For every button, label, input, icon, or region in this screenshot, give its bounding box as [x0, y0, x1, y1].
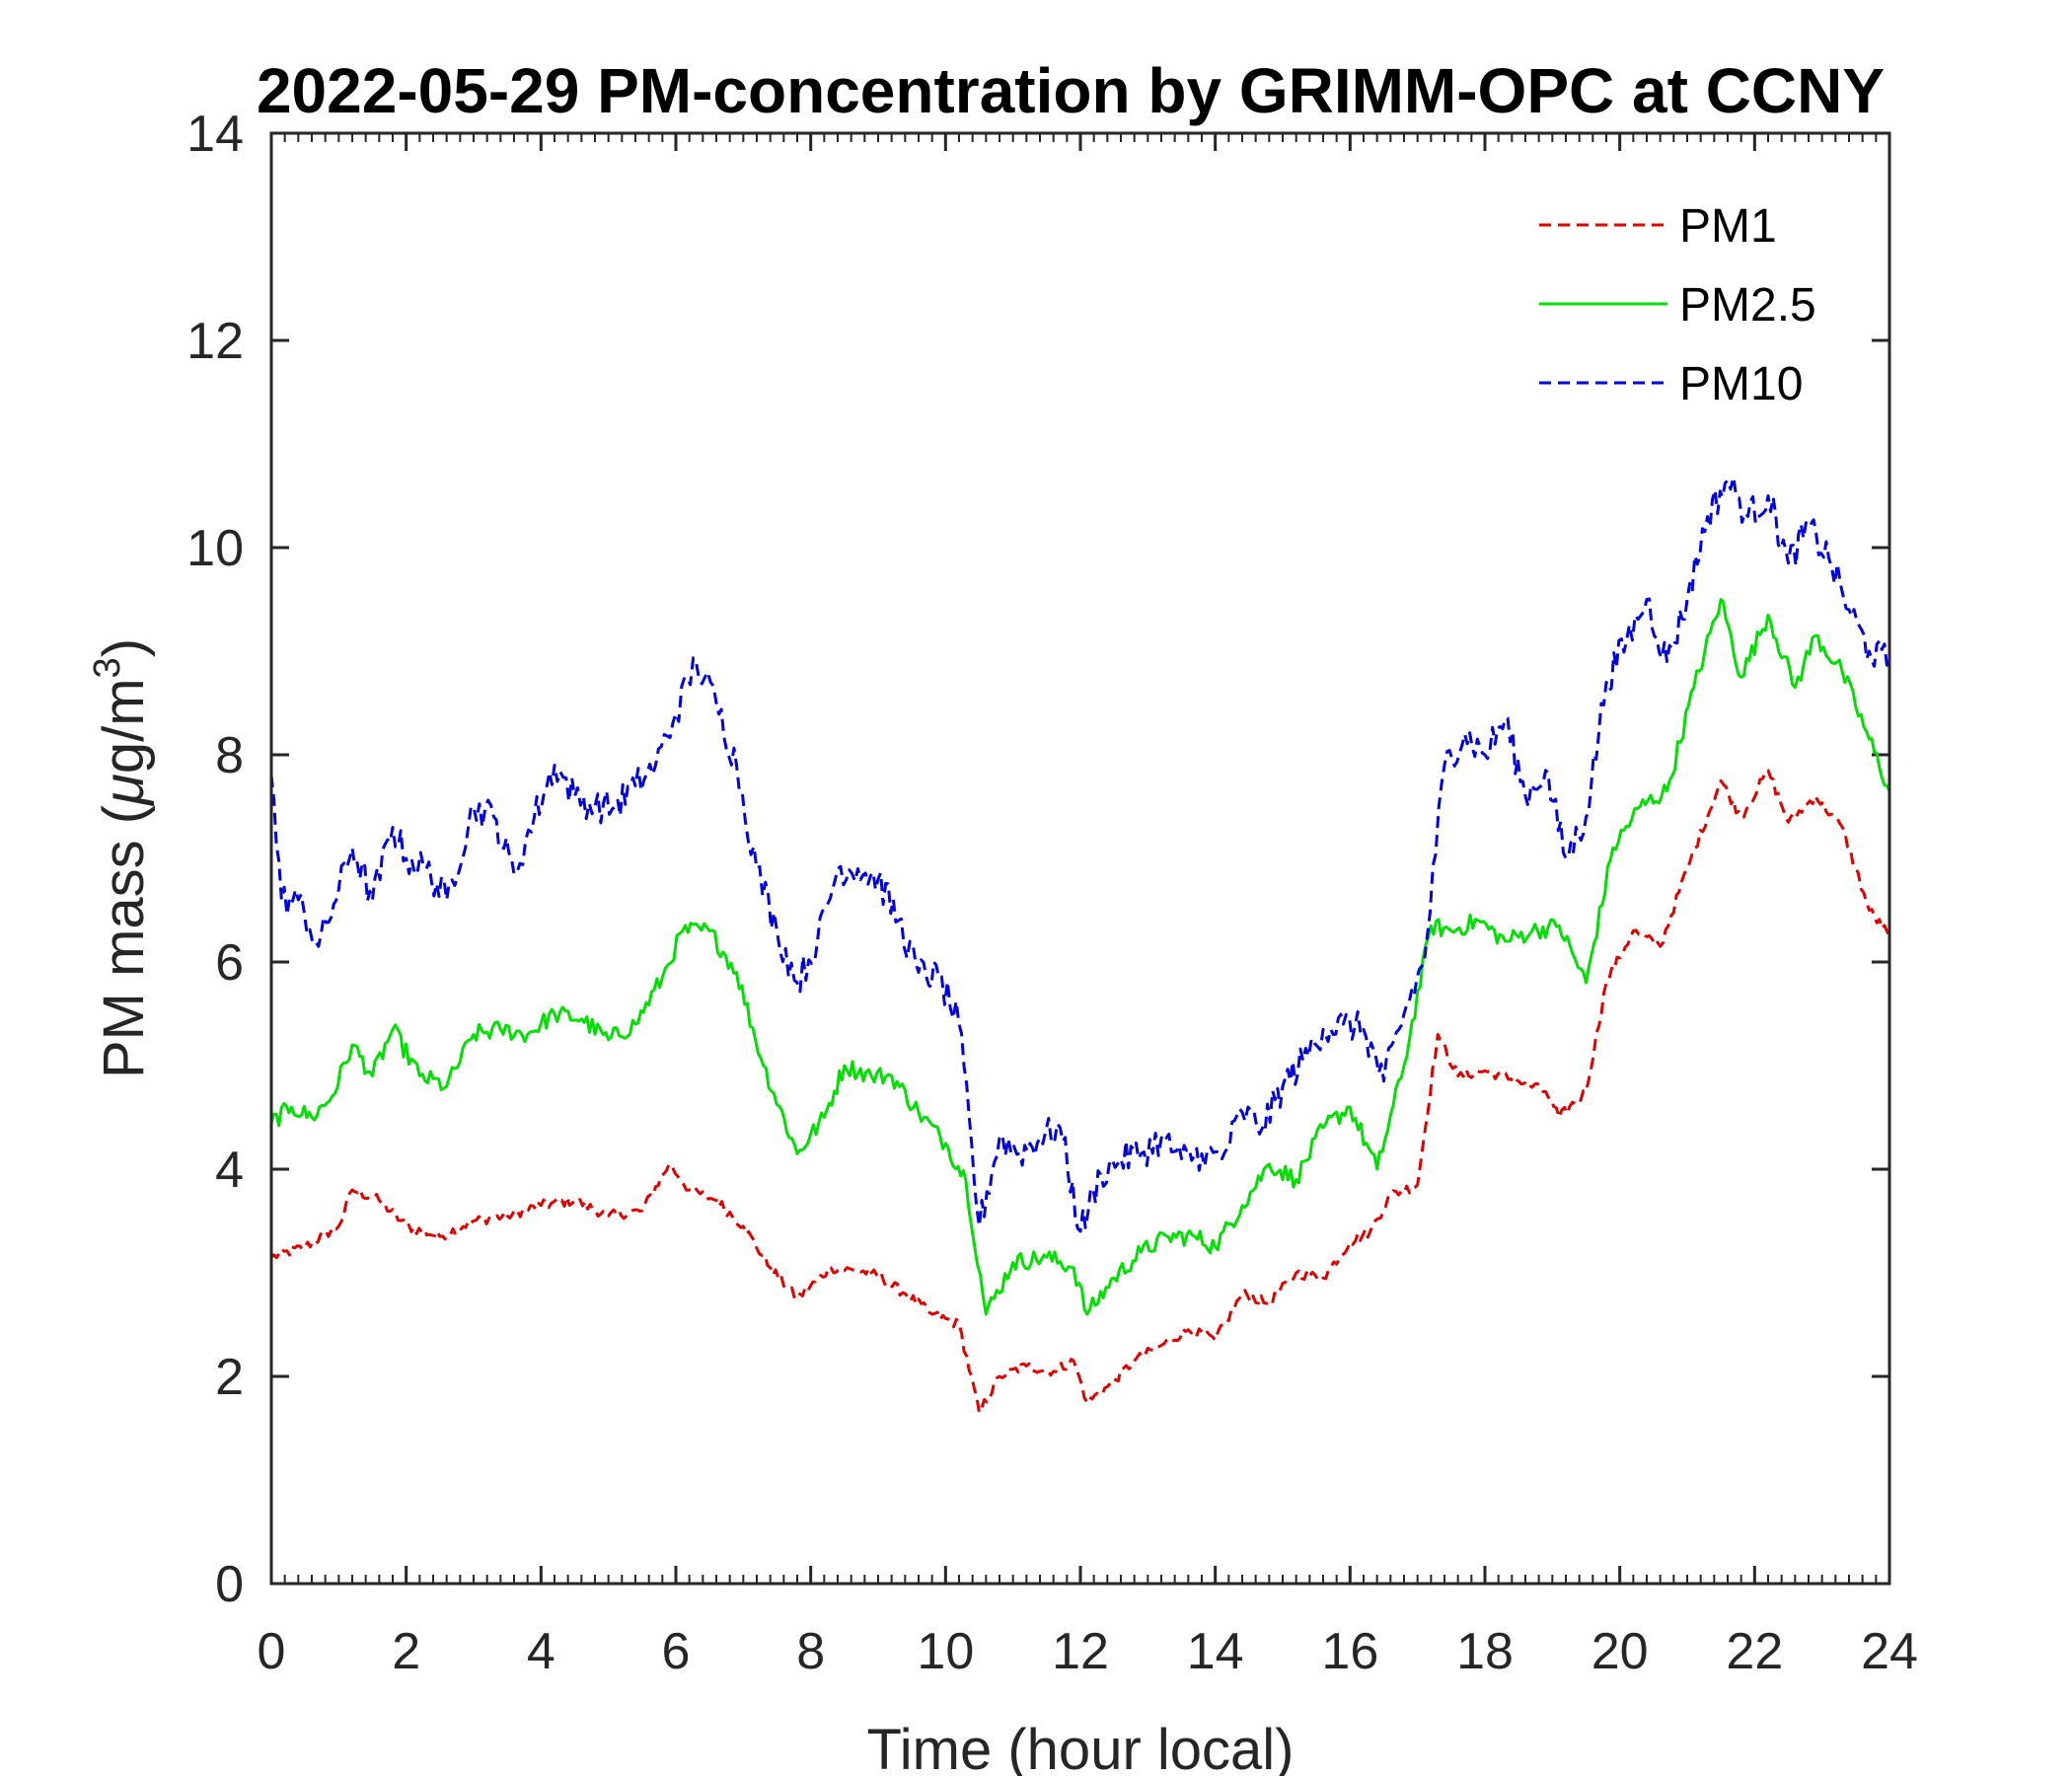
y-tick-label: 2 — [215, 1349, 244, 1406]
y-axis-label-superscript: 3 — [87, 657, 128, 678]
legend-label-pm2-5: PM2.5 — [1679, 279, 1816, 332]
x-tick-label: 6 — [662, 1623, 691, 1680]
x-tick-label: 4 — [527, 1623, 555, 1680]
x-tick-label: 12 — [1052, 1623, 1109, 1680]
y-tick-label: 0 — [215, 1556, 244, 1613]
legend: PM1 PM2.5 PM10 — [1539, 200, 1816, 410]
y-axis-label-unit: g/m — [92, 678, 156, 774]
x-tick-label: 18 — [1456, 1623, 1514, 1680]
x-tick-label: 24 — [1861, 1623, 1918, 1680]
x-tick-label: 22 — [1726, 1623, 1783, 1680]
y-tick-label: 8 — [215, 727, 244, 784]
x-tick-label: 2 — [392, 1623, 420, 1680]
y-tick-label: 10 — [186, 520, 244, 577]
series-line-pm2-5 — [269, 598, 1891, 1316]
y-axis-label-suffix: ) — [92, 638, 156, 657]
y-axis-label-mu: μ — [92, 774, 156, 807]
y-tick-label: 12 — [186, 313, 244, 370]
series-layer — [269, 476, 1891, 1415]
x-tick-label: 10 — [917, 1623, 974, 1680]
y-axis-label-prefix: PM mass ( — [92, 805, 156, 1078]
x-tick-label: 16 — [1321, 1623, 1378, 1680]
plot-background — [271, 133, 1889, 1584]
chart-title: 2022-05-29 PM-concentration by GRIMM-OPC… — [257, 55, 1885, 126]
x-tick-label: 8 — [796, 1623, 825, 1680]
y-tick-label: 4 — [215, 1142, 244, 1199]
x-tick-label: 14 — [1187, 1623, 1244, 1680]
y-tick-label: 6 — [215, 934, 244, 992]
y-axis-label: PM mass (μg/m3) — [87, 638, 156, 1078]
series-line-pm1 — [269, 769, 1891, 1415]
y-tick-labels: 0 2 4 6 8 10 12 14 — [186, 106, 244, 1613]
x-axis-label: Time (hour local) — [867, 1718, 1295, 1776]
series-line-pm10 — [269, 476, 1891, 1233]
y-tick-label: 14 — [186, 106, 244, 163]
legend-label-pm10: PM10 — [1679, 358, 1803, 410]
x-tick-labels: 0 2 4 6 8 10 12 14 16 18 20 22 24 — [258, 1623, 1918, 1680]
axes-box — [269, 131, 1891, 1586]
plot-area — [269, 131, 1891, 1586]
x-tick-label: 20 — [1591, 1623, 1649, 1680]
legend-label-pm1: PM1 — [1679, 200, 1777, 253]
x-tick-label: 0 — [258, 1623, 286, 1680]
